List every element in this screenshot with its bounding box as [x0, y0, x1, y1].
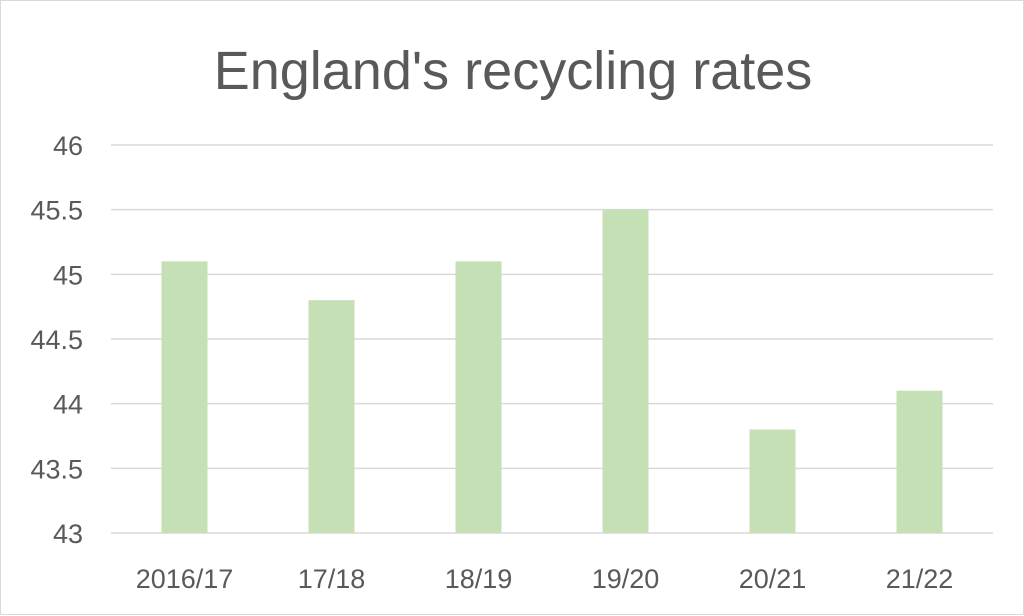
x-tick-label: 18/19 — [445, 564, 513, 594]
bar — [455, 261, 502, 533]
y-tick-label: 45 — [53, 260, 83, 290]
y-axis-tick-labels: 43 43.5 44 44.5 45 45.5 46 — [30, 131, 83, 549]
chart-title: England's recycling rates — [214, 41, 813, 101]
y-tick-label: 45.5 — [30, 196, 83, 226]
gridlines — [111, 144, 993, 534]
y-tick-label: 46 — [53, 131, 83, 161]
bar — [602, 209, 649, 533]
y-tick-label: 44 — [53, 390, 83, 420]
x-tick-label: 21/22 — [886, 564, 954, 594]
bar — [896, 390, 943, 533]
x-axis-tick-labels: 2016/17 17/18 18/19 19/20 20/21 21/22 — [136, 564, 954, 594]
x-tick-label: 2016/17 — [136, 564, 234, 594]
x-tick-label: 17/18 — [298, 564, 366, 594]
bar — [749, 429, 796, 533]
y-tick-label: 43 — [53, 519, 83, 549]
bar — [308, 300, 355, 533]
x-tick-label: 19/20 — [592, 564, 660, 594]
x-tick-label: 20/21 — [739, 564, 807, 594]
y-tick-label: 44.5 — [30, 325, 83, 355]
y-tick-label: 43.5 — [30, 454, 83, 484]
bar — [161, 261, 208, 533]
bars — [161, 209, 943, 533]
